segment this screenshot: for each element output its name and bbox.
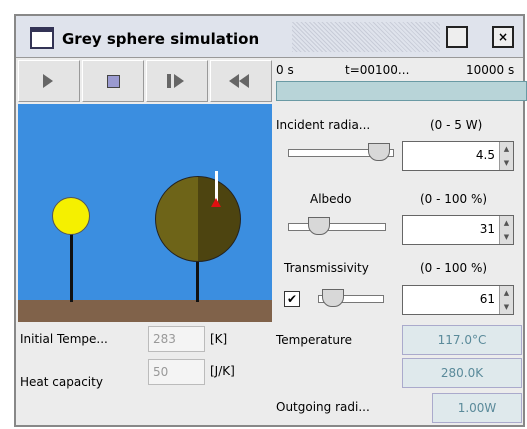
- window-icon: [30, 27, 54, 49]
- step-button[interactable]: [146, 60, 208, 102]
- time-start: 0 s: [276, 63, 294, 77]
- slider-thumb[interactable]: [368, 143, 390, 161]
- spinner-value: 4.5: [476, 148, 495, 162]
- window-title: Grey sphere simulation: [62, 30, 259, 48]
- control-label: Albedo: [310, 192, 352, 206]
- reference-sphere: [52, 197, 90, 235]
- readout: 1.00W: [432, 393, 522, 423]
- input-value: 50: [153, 365, 168, 379]
- close-button[interactable]: ×: [492, 26, 514, 48]
- spinner-value: 61: [480, 292, 495, 306]
- input-unit: [J/K]: [210, 364, 235, 378]
- time-end: 10000 s: [466, 63, 514, 77]
- control-label: Transmissivity: [284, 261, 369, 275]
- detach-button[interactable]: [446, 26, 468, 48]
- control-range: (0 - 100 %): [420, 192, 487, 206]
- input-value: 283: [153, 332, 176, 346]
- input-label: Initial Tempe...: [20, 332, 108, 346]
- control-range: (0 - 5 W): [430, 118, 482, 132]
- radiation-arrow-head: [211, 198, 221, 207]
- rewind-button[interactable]: [210, 60, 272, 102]
- spinner-value: 31: [480, 222, 495, 236]
- readout-value: 280.0K: [441, 366, 483, 380]
- time-current: t=00100...: [345, 63, 409, 77]
- stop-button[interactable]: [82, 60, 144, 102]
- checkbox[interactable]: ✔: [284, 291, 300, 307]
- spinner[interactable]: 4.5▲▼: [402, 141, 514, 171]
- simulation-view: [18, 104, 272, 322]
- readout-label: Temperature: [276, 333, 352, 347]
- grey-sphere: [155, 176, 241, 262]
- input-field[interactable]: 50: [148, 359, 205, 385]
- readout-value: 117.0°C: [438, 333, 487, 347]
- spinner[interactable]: 61▲▼: [402, 285, 514, 315]
- slider-thumb[interactable]: [308, 217, 330, 235]
- play-button[interactable]: [18, 60, 80, 102]
- control-label: Incident radia...: [276, 118, 370, 132]
- spinner[interactable]: 31▲▼: [402, 215, 514, 245]
- input-label: Heat capacity: [20, 375, 103, 389]
- page: Grey sphere simulation × 0 s t=00100... …: [0, 0, 527, 429]
- slider-track[interactable]: [288, 223, 386, 231]
- slider-thumb[interactable]: [322, 289, 344, 307]
- readout: 280.0K: [402, 358, 522, 388]
- readout: 117.0°C: [402, 325, 522, 355]
- input-unit: [K]: [210, 332, 227, 346]
- control-range: (0 - 100 %): [420, 261, 487, 275]
- title-hatch: [292, 22, 440, 52]
- input-field[interactable]: 283: [148, 326, 205, 352]
- time-slider[interactable]: [276, 81, 527, 101]
- readout-value: 1.00W: [458, 401, 497, 415]
- readout-label: Outgoing radi...: [276, 400, 370, 414]
- ground: [18, 300, 272, 322]
